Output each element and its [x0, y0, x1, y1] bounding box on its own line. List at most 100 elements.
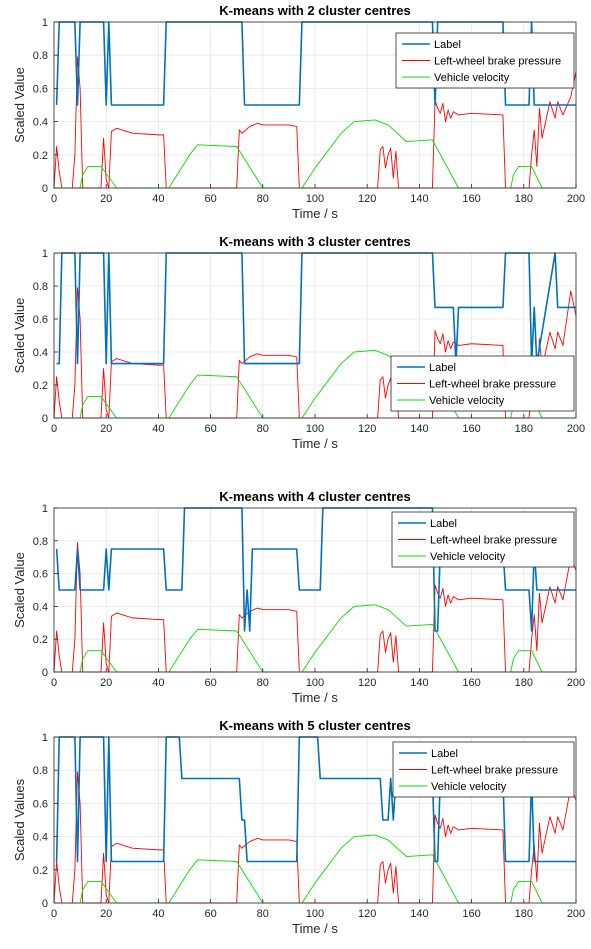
x-tick-label: 0: [51, 908, 57, 920]
chart-title: K-means with 3 cluster centres: [219, 234, 410, 249]
y-tick-label: 0.8: [33, 50, 48, 62]
x-tick-label: 20: [100, 908, 112, 920]
x-tick-label: 200: [567, 423, 585, 435]
legend: Label Left-wheel brake pressure Vehicle ve…: [395, 32, 575, 89]
y-tick-label: 0.4: [33, 117, 48, 129]
y-tick-label: 0.6: [33, 83, 48, 95]
y-axis-label: Scaled Values: [12, 778, 27, 861]
legend-label: Label: [431, 748, 458, 760]
y-tick-label: 1: [42, 17, 48, 29]
x-tick-label: 80: [257, 908, 269, 920]
y-tick-label: 0: [42, 667, 48, 679]
x-tick-label: 100: [306, 908, 324, 920]
x-tick-label: 120: [358, 423, 376, 435]
x-tick-label: 160: [462, 193, 480, 205]
series-line-label: [55, 507, 576, 632]
y-tick-label: 0.2: [33, 380, 48, 392]
series-line-left-wheel-brake-pressure: [53, 541, 577, 673]
x-tick-label: 100: [306, 423, 324, 435]
x-tick-label: 40: [152, 677, 164, 689]
y-tick-label: 0.6: [33, 798, 48, 810]
y-tick-label: 0.6: [33, 569, 48, 581]
legend-label: Left-wheel brake pressure: [434, 56, 561, 68]
x-tick-label: 40: [152, 423, 164, 435]
legend-label: Left-wheel brake pressure: [430, 535, 557, 547]
y-tick-label: 0.8: [33, 281, 48, 293]
legend-label: Vehicle velocity: [434, 72, 510, 84]
legend-label: Label: [429, 362, 456, 374]
y-tick-label: 0.8: [33, 536, 48, 548]
x-axis-label: Time / s: [292, 436, 338, 451]
legend: Label Left-wheel brake pressure Vehicle ve…: [392, 741, 575, 798]
x-tick-label: 140: [410, 908, 428, 920]
legend: Label Left-wheel brake pressure Vehicle ve…: [391, 511, 575, 568]
y-tick-label: 1: [42, 248, 48, 260]
x-tick-label: 0: [51, 423, 57, 435]
x-tick-label: 200: [567, 193, 585, 205]
x-tick-label: 0: [51, 193, 57, 205]
x-tick-label: 60: [204, 193, 216, 205]
x-tick-label: 80: [257, 423, 269, 435]
y-tick-label: 0.4: [33, 601, 48, 613]
x-axis-label: Time / s: [292, 921, 338, 936]
y-tick-label: 0.4: [33, 832, 48, 844]
x-tick-label: 120: [358, 193, 376, 205]
y-tick-label: 1: [42, 503, 48, 515]
x-tick-label: 40: [152, 908, 164, 920]
chart-panel-1: 0 20 40 60 80 100 120 140 160 180 200 0 0.2 0.4 0.6 0.8…: [12, 3, 585, 221]
y-tick-label: 0: [42, 183, 48, 195]
y-tick-label: 0.6: [33, 314, 48, 326]
chart-panel-4: 0 20 40 60 80 100 120 140 160 180 200 0 0.2 0.4 0.6 0.8…: [12, 718, 585, 936]
y-axis-label: Scaled Value: [12, 298, 27, 374]
x-tick-label: 160: [462, 908, 480, 920]
y-tick-label: 0.2: [33, 150, 48, 162]
x-tick-label: 200: [567, 908, 585, 920]
y-axis-label: Scaled Value: [12, 67, 27, 143]
chart-panel-2: 0 20 40 60 80 100 120 140 160 180 200 0 0.2 0.4 0.6 0.8…: [12, 234, 585, 451]
x-tick-label: 80: [257, 193, 269, 205]
y-tick-label: 1: [42, 732, 48, 744]
x-tick-label: 160: [462, 423, 480, 435]
x-tick-label: 140: [410, 423, 428, 435]
legend-label: Left-wheel brake pressure: [431, 765, 558, 777]
legend-label: Label: [434, 39, 461, 51]
x-tick-label: 20: [100, 193, 112, 205]
x-tick-label: 180: [515, 423, 533, 435]
x-tick-label: 160: [462, 677, 480, 689]
x-tick-label: 60: [204, 423, 216, 435]
x-tick-label: 100: [306, 193, 324, 205]
x-tick-label: 200: [567, 677, 585, 689]
x-tick-label: 60: [204, 908, 216, 920]
x-tick-label: 140: [410, 193, 428, 205]
chart-title: K-means with 2 cluster centres: [219, 3, 410, 18]
series-line-left-wheel-brake-pressure: [53, 56, 577, 189]
x-tick-label: 180: [515, 908, 533, 920]
x-tick-label: 60: [204, 677, 216, 689]
legend: Label Left-wheel brake pressure Vehicle ve…: [390, 355, 575, 412]
x-axis-label: Time / s: [292, 690, 338, 705]
series-line-left-wheel-brake-pressure: [53, 771, 577, 904]
legend-label: Vehicle velocity: [431, 781, 507, 793]
chart-title: K-means with 5 cluster centres: [219, 718, 410, 733]
x-tick-label: 80: [257, 677, 269, 689]
x-tick-label: 120: [358, 677, 376, 689]
x-tick-label: 20: [100, 423, 112, 435]
legend-label: Vehicle velocity: [430, 551, 506, 563]
legend-label: Left-wheel brake pressure: [429, 379, 556, 391]
x-tick-label: 120: [358, 908, 376, 920]
chart-panel-3: 0 20 40 60 80 100 120 140 160 180 200 0 0.2 0.4 0.6 0.8…: [12, 489, 585, 705]
legend-label: Label: [430, 518, 457, 530]
y-tick-label: 0.2: [33, 865, 48, 877]
chart-title: K-means with 4 cluster centres: [219, 489, 410, 504]
x-tick-label: 140: [410, 677, 428, 689]
y-tick-label: 0.8: [33, 765, 48, 777]
x-tick-label: 100: [306, 677, 324, 689]
y-axis-label: Scaled Value: [12, 552, 27, 628]
y-tick-label: 0.2: [33, 634, 48, 646]
x-tick-label: 180: [515, 193, 533, 205]
x-tick-label: 40: [152, 193, 164, 205]
x-tick-label: 0: [51, 677, 57, 689]
x-tick-label: 20: [100, 677, 112, 689]
